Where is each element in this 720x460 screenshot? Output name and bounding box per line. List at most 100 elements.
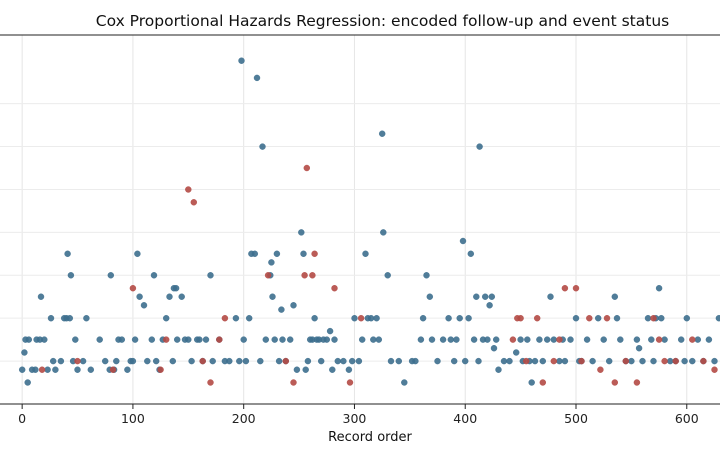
censored-point <box>271 336 278 343</box>
censored-point <box>148 336 156 343</box>
censored-point <box>162 315 170 322</box>
censored-point <box>140 302 148 309</box>
censored-point <box>428 336 436 343</box>
censored-point <box>318 357 325 365</box>
censored-point <box>628 357 635 365</box>
censored-point <box>524 336 531 343</box>
censored-point <box>253 74 261 82</box>
censored-point <box>467 250 474 258</box>
censored-point <box>169 357 177 365</box>
event-point <box>185 186 192 193</box>
censored-point <box>705 336 713 343</box>
censored-point <box>453 336 460 343</box>
event-point <box>331 285 338 292</box>
censored-point <box>362 250 369 258</box>
censored-point <box>118 336 126 343</box>
event-point <box>282 357 289 365</box>
censored-point <box>606 357 613 365</box>
censored-point <box>41 336 48 343</box>
censored-point <box>482 293 489 300</box>
censored-point <box>380 229 387 236</box>
censored-point <box>185 336 192 343</box>
event-point <box>190 199 198 206</box>
censored-point <box>417 336 425 343</box>
censored-point <box>490 345 498 352</box>
censored-point <box>470 336 478 343</box>
censored-point <box>273 250 281 258</box>
censored-point <box>528 379 535 386</box>
censored-point <box>419 315 427 322</box>
censored-point <box>655 285 663 292</box>
censored-point <box>517 336 524 343</box>
event-point <box>655 336 663 343</box>
censored-point <box>67 272 75 279</box>
censored-point <box>50 357 57 365</box>
x-tick-label: 300 <box>343 411 367 426</box>
censored-point <box>329 366 336 373</box>
event-point <box>611 379 618 386</box>
censored-point <box>539 357 546 365</box>
censored-point <box>500 357 508 365</box>
censored-point <box>715 315 720 322</box>
censored-point <box>611 293 618 300</box>
censored-point <box>658 315 665 322</box>
censored-point <box>711 357 718 365</box>
censored-point <box>635 345 643 352</box>
censored-point <box>326 327 334 335</box>
censored-point <box>269 293 276 300</box>
censored-point <box>473 293 480 300</box>
censored-point <box>66 315 74 322</box>
event-point <box>509 336 517 343</box>
censored-point <box>412 357 419 365</box>
event-point <box>622 357 629 365</box>
censored-point <box>302 366 309 373</box>
censored-point <box>544 336 551 343</box>
chart-title: Cox Proportional Hazards Regression: enc… <box>95 12 670 30</box>
censored-point <box>387 357 395 365</box>
censored-point <box>113 357 120 365</box>
censored-point <box>661 336 668 343</box>
event-point <box>689 336 696 343</box>
censored-point <box>678 336 685 343</box>
event-point <box>162 336 170 343</box>
event-point <box>586 315 593 322</box>
censored-point <box>531 357 539 365</box>
censored-point <box>589 357 596 365</box>
x-tick-label: 200 <box>232 411 256 426</box>
censored-point <box>683 315 690 322</box>
censored-point <box>44 366 51 373</box>
censored-point <box>556 357 563 365</box>
censored-point <box>426 293 433 300</box>
event-point <box>523 357 530 365</box>
censored-point <box>83 315 90 322</box>
censored-point <box>129 357 137 365</box>
censored-point <box>370 336 377 343</box>
censored-point <box>493 336 500 343</box>
event-point <box>216 336 223 343</box>
censored-point <box>475 357 482 365</box>
censored-point <box>290 302 297 309</box>
censored-point <box>595 315 602 322</box>
censored-point <box>238 57 245 64</box>
censored-point <box>373 315 380 322</box>
event-point <box>199 357 206 365</box>
censored-point <box>567 336 574 343</box>
censored-point <box>355 357 363 365</box>
censored-point <box>188 357 195 365</box>
censored-point <box>172 285 180 292</box>
censored-point <box>600 336 607 343</box>
censored-point <box>166 293 173 300</box>
censored-point <box>124 366 131 373</box>
censored-point <box>513 349 520 356</box>
event-point <box>264 272 272 279</box>
censored-point <box>667 357 674 365</box>
censored-point <box>226 357 233 365</box>
censored-point <box>72 336 79 343</box>
censored-point <box>87 366 95 373</box>
event-point <box>672 357 679 365</box>
censored-point <box>131 336 139 343</box>
censored-point <box>689 357 696 365</box>
censored-point <box>439 336 447 343</box>
censored-point <box>245 315 253 322</box>
